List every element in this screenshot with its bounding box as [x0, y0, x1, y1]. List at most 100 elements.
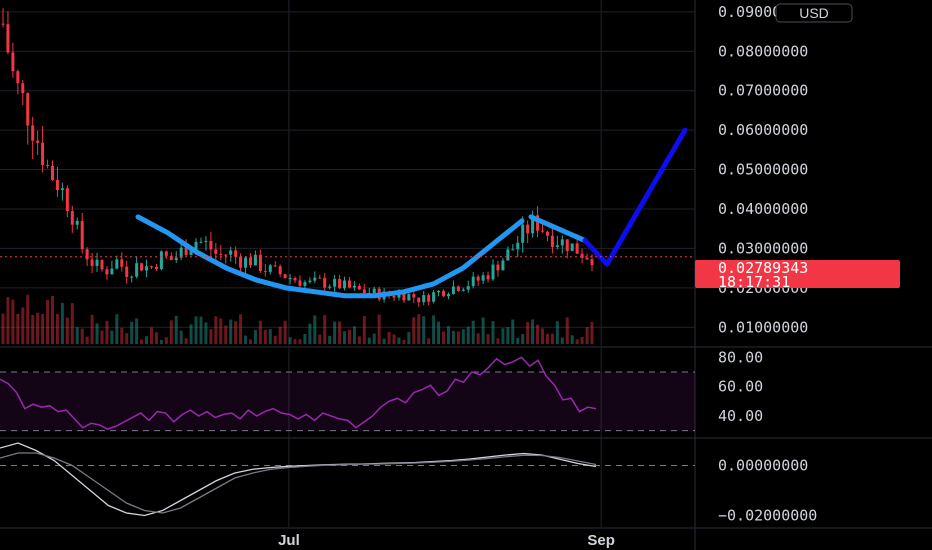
volume-bar — [55, 313, 59, 344]
candle-body — [95, 259, 99, 266]
volume-bar — [130, 321, 134, 344]
rsi-band — [0, 371, 695, 466]
volume-bar — [471, 320, 475, 344]
candle-body — [476, 276, 480, 281]
candle-body — [135, 263, 139, 277]
candles — [1, 8, 594, 307]
cup-and-handle-drawing[interactable] — [135, 127, 688, 299]
candle-body — [16, 71, 20, 84]
volume-bar — [229, 319, 233, 344]
candle-body — [60, 188, 64, 190]
candle-body — [486, 275, 490, 280]
volume-bar — [545, 333, 549, 344]
y-axis-ticks: 0.010000000.020000000.030000000.04000000… — [718, 3, 817, 525]
volume-bar — [80, 328, 84, 344]
candle-body — [526, 224, 530, 234]
volume-bar — [422, 316, 426, 344]
volume-bar — [397, 337, 401, 344]
candle-body — [541, 230, 545, 232]
last-price-value: 0.02789343 — [718, 259, 808, 277]
volume-bar — [580, 336, 584, 344]
candle-body — [323, 277, 327, 288]
volume-bar — [303, 333, 307, 344]
volume-bar — [328, 335, 332, 344]
volume-bar — [154, 332, 158, 344]
volume-bar — [585, 327, 589, 344]
volume-bar — [244, 335, 248, 344]
volume-bar — [456, 331, 460, 344]
candle-body — [100, 259, 104, 270]
candle-body — [308, 280, 312, 283]
candle-body — [214, 249, 218, 254]
price-tick-label: 0.01000000 — [718, 318, 808, 336]
candle-body — [224, 254, 228, 256]
candle-body — [338, 278, 342, 289]
volume-bar — [338, 321, 342, 344]
volume-bar — [70, 303, 74, 344]
candle-body — [90, 259, 94, 266]
volume-bar — [382, 338, 386, 344]
volume-bar — [75, 327, 79, 344]
volume-bar — [100, 330, 104, 344]
volume-bar — [427, 338, 431, 344]
volume-bar — [476, 333, 480, 344]
candle-body — [565, 239, 569, 251]
candle-body — [234, 250, 238, 257]
volume-bar — [283, 320, 287, 344]
volume-bar — [412, 317, 416, 344]
candle-body — [298, 280, 302, 286]
volume-bar — [115, 314, 119, 344]
candle-body — [402, 292, 406, 301]
volume-bar — [278, 326, 282, 344]
x-axis-ticks: Jul Sep — [278, 532, 615, 549]
candle-body — [105, 269, 109, 275]
volume-bar — [461, 329, 465, 344]
candle-body — [6, 24, 10, 53]
candle-body — [303, 282, 307, 286]
volume-bar — [204, 322, 208, 344]
candle-body — [536, 215, 540, 231]
candle-body — [41, 142, 45, 165]
candle-body — [268, 265, 272, 272]
volume-bar — [521, 334, 525, 344]
volume-bar — [50, 295, 54, 344]
currency-button[interactable]: USD — [775, 3, 853, 23]
volume-bar — [367, 337, 371, 344]
candle-body — [258, 254, 262, 272]
volume-bar — [189, 324, 193, 344]
candle-body — [283, 274, 287, 279]
candle-body — [456, 286, 460, 291]
volume-bar — [318, 334, 322, 344]
candle-body — [120, 259, 124, 267]
candle-body — [471, 276, 475, 287]
volume-bar — [417, 314, 421, 344]
candle-body — [501, 260, 505, 271]
volume-bar — [372, 333, 376, 344]
volume-bar — [352, 326, 356, 344]
volume-bar — [496, 338, 500, 344]
signal-path — [0, 452, 597, 514]
candle-body — [491, 264, 495, 280]
volume-bar — [442, 331, 446, 344]
candle-body — [437, 290, 441, 293]
candle-body — [545, 231, 549, 236]
grid — [0, 0, 695, 528]
volume-bar — [377, 314, 381, 344]
volume-bar — [234, 321, 238, 344]
volume-bar — [149, 327, 153, 344]
volume-bar — [65, 317, 69, 344]
candle-body — [555, 245, 559, 247]
candle-body — [80, 220, 84, 250]
candle-body — [560, 239, 564, 246]
volume-bar — [298, 339, 302, 344]
candle-body — [570, 243, 574, 251]
candle-body — [65, 188, 69, 212]
candle-body — [36, 140, 40, 143]
volume-bar — [209, 329, 213, 344]
candle-body — [263, 271, 267, 273]
rsi-tick-label: 80.00 — [718, 348, 763, 366]
candle-body — [248, 257, 252, 266]
volume-bar — [194, 316, 198, 344]
volume-bar — [125, 333, 129, 344]
